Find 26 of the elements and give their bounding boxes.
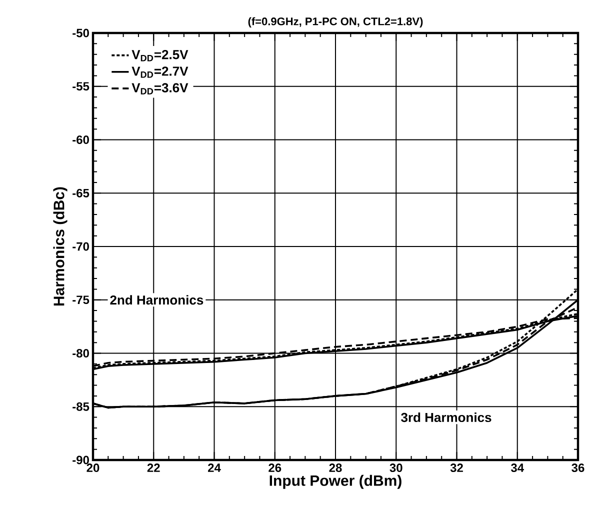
annotation: 3rd Harmonics — [401, 412, 492, 422]
y-tick-label: -90 — [72, 456, 89, 464]
y-tick-label: -80 — [72, 349, 89, 358]
y-tick-label: -60 — [72, 136, 89, 144]
y-axis-title: Harmonics (dBc) — [53, 187, 68, 306]
x-axis-title: Input Power (dBm) — [270, 474, 402, 489]
y-tick-label: -55 — [72, 82, 90, 91]
y-tick-label: -70 — [72, 242, 89, 251]
x-tick-label: 20 — [86, 464, 100, 472]
x-tick-label: 32 — [450, 464, 463, 472]
annotation: 2nd Harmonics — [110, 295, 204, 305]
y-tick-label: -65 — [72, 188, 90, 198]
y-tick-label: -75 — [72, 296, 90, 304]
x-tick-label: 26 — [268, 464, 282, 472]
x-tick-label: 36 — [572, 464, 584, 472]
y-tick-label: -50 — [72, 28, 89, 38]
x-tick-label: 30 — [390, 464, 402, 472]
y-tick-label: -85 — [72, 402, 90, 411]
legend-label: V$_{DD}$=3.6V — [132, 83, 188, 94]
legend-label: V$_{DD}$=2.5V — [132, 50, 188, 62]
x-tick-label: 34 — [510, 464, 524, 472]
legend-label: V$_{DD}$=2.7V — [132, 66, 188, 78]
x-tick-label: 22 — [147, 464, 160, 472]
x-tick-label: 24 — [208, 464, 221, 472]
x-tick-label: 28 — [329, 464, 342, 472]
chart-title: (f=0.9GHz, P1-PC ON, CTL2=1.8V) — [248, 17, 423, 28]
